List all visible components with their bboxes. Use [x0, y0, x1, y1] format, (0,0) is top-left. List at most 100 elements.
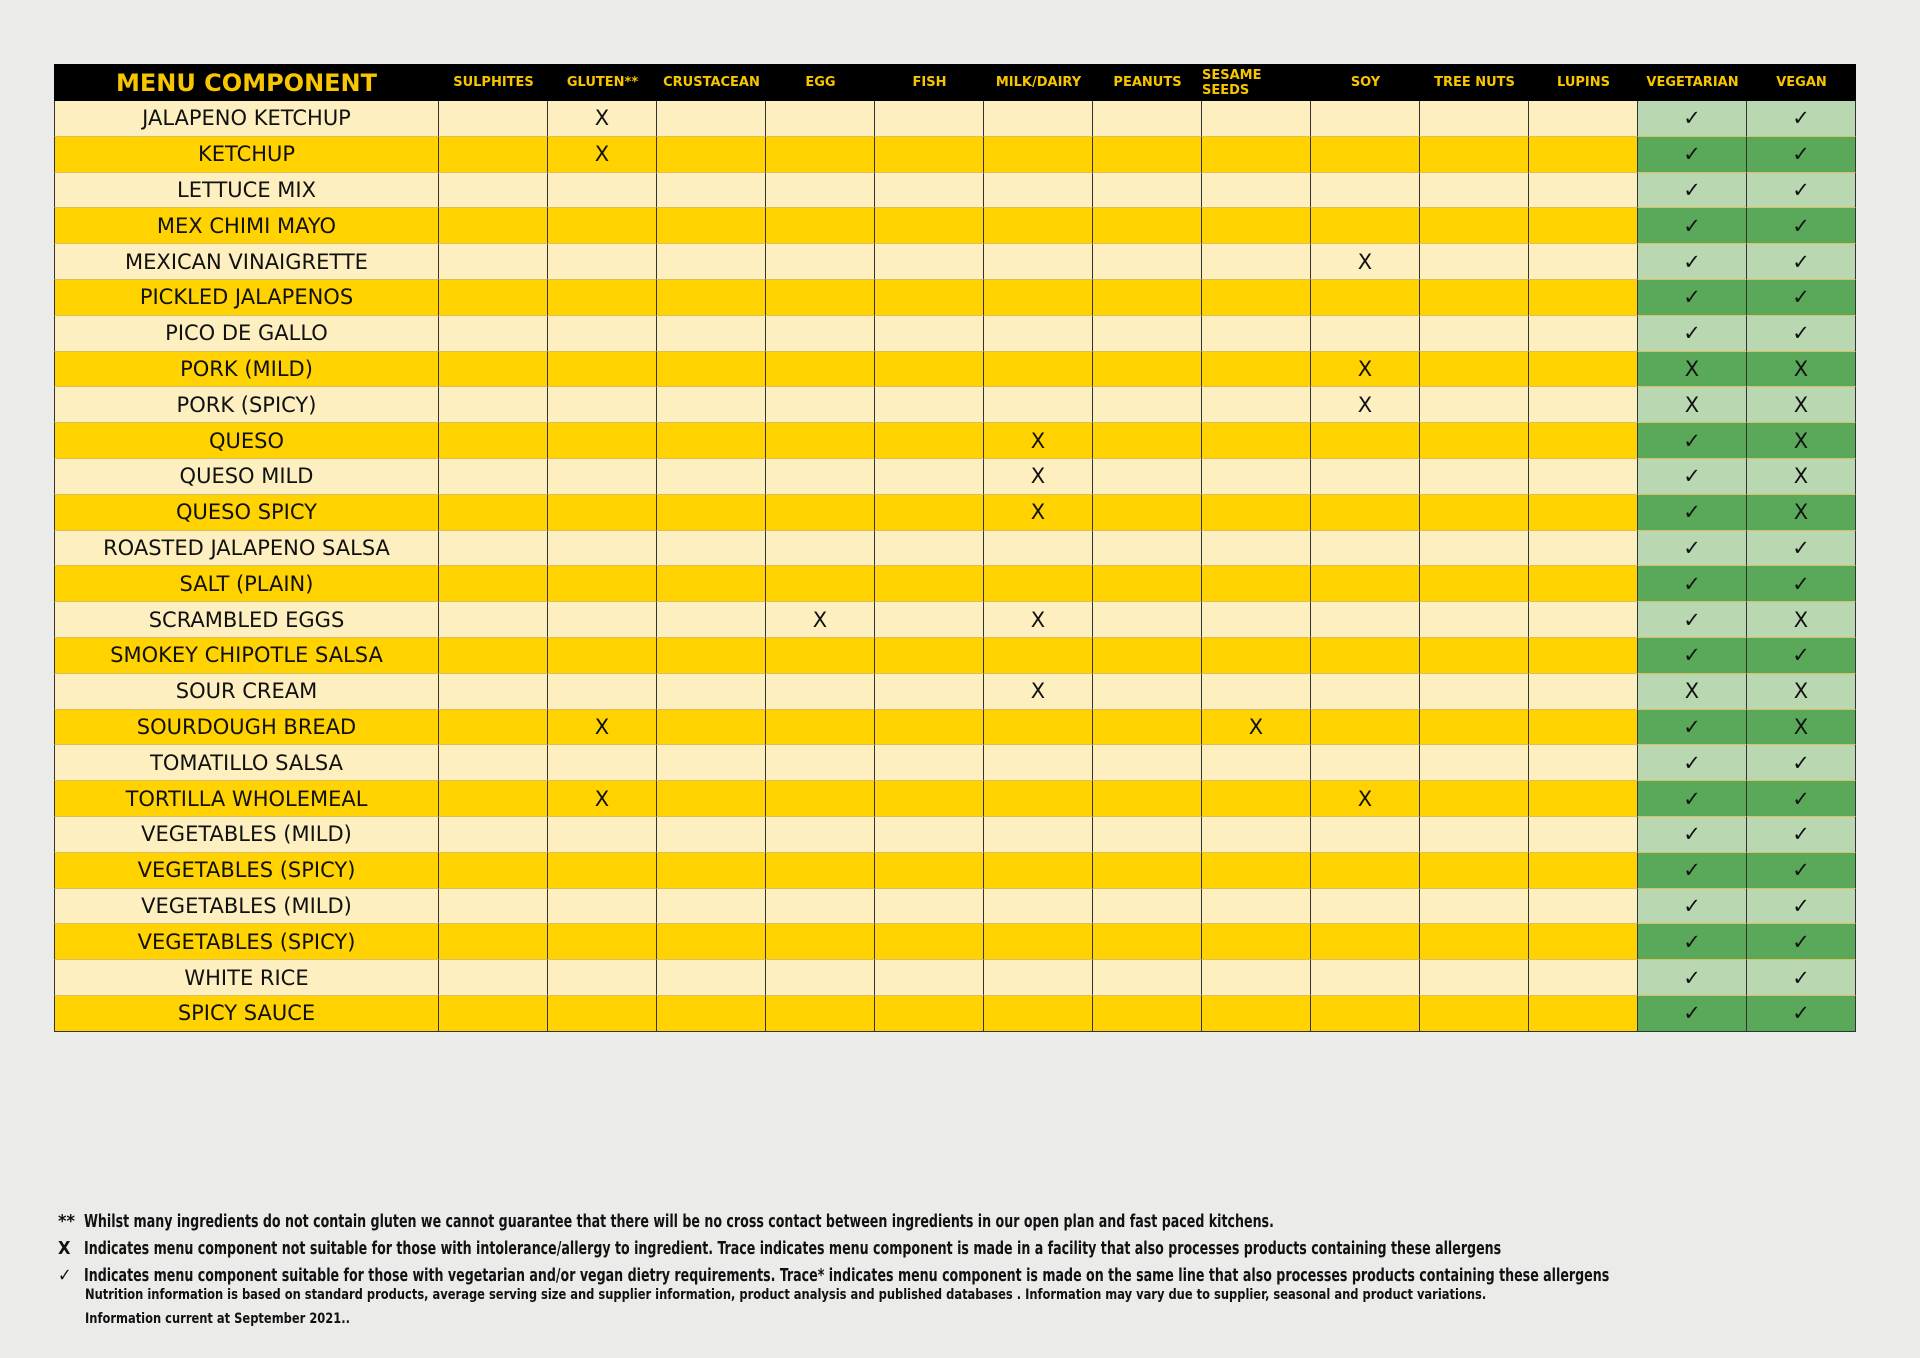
row-label: PICKLED JALAPENOS: [54, 280, 439, 316]
table-cell: [1202, 888, 1311, 925]
table-cell: [1311, 423, 1420, 459]
table-cell: [1420, 745, 1529, 782]
table-cell: [1311, 960, 1420, 996]
table-cell: [1420, 817, 1529, 853]
table-cell: [1311, 136, 1420, 173]
table-cell: [657, 101, 766, 137]
table-cell: [984, 638, 1093, 674]
table-cell: ✓: [1747, 924, 1856, 961]
table-cell: X: [1311, 244, 1420, 280]
table-cell: [1420, 852, 1529, 889]
table-cell: [657, 136, 766, 173]
table-cell: [657, 351, 766, 388]
table-cell: [875, 315, 984, 352]
table-cell: [657, 566, 766, 603]
table-cell: [1529, 745, 1638, 782]
table-cell: [657, 996, 766, 1032]
table-cell: [1529, 423, 1638, 459]
footnote-marker: X: [58, 1238, 71, 1259]
table-cell: [1093, 817, 1202, 853]
footnote: X Indicates menu component not suitable f…: [58, 1238, 1901, 1259]
table-cell: ✓: [1747, 745, 1856, 782]
table-cell: [1093, 280, 1202, 316]
table-cell: [1202, 172, 1311, 209]
row-label: QUESO SPICY: [54, 494, 439, 531]
table-cell: [1529, 315, 1638, 352]
table-cell: [439, 351, 548, 388]
table-cell: [1529, 673, 1638, 710]
table-cell: [1420, 530, 1529, 567]
table-cell: [875, 602, 984, 638]
table-cell: [875, 852, 984, 889]
table-cell: [1202, 351, 1311, 388]
table-cell: [439, 673, 548, 710]
table-cell: X: [1747, 709, 1856, 746]
row-label: SCRAMBLED EGGS: [54, 602, 439, 638]
table-cell: [1529, 817, 1638, 853]
table-cell: [548, 852, 657, 889]
table-cell: [1311, 566, 1420, 603]
table-cell: [657, 172, 766, 209]
table-cell: [1529, 136, 1638, 173]
table-cell: ✓: [1747, 566, 1856, 603]
table-cell: [875, 745, 984, 782]
table-cell: [439, 709, 548, 746]
table-cell: [439, 208, 548, 245]
table-cell: X: [1638, 351, 1747, 388]
table-cell: [1093, 172, 1202, 209]
table-cell: [984, 817, 1093, 853]
table-cell: [984, 566, 1093, 603]
table-cell: ✓: [1638, 745, 1747, 782]
table-cell: ✓: [1747, 280, 1856, 316]
row-label: TORTILLA WHOLEMEAL: [54, 781, 439, 817]
table-cell: [1202, 423, 1311, 459]
table-cell: [1529, 888, 1638, 925]
table-cell: [439, 494, 548, 531]
table-cell: [439, 530, 548, 567]
table-cell: [1420, 709, 1529, 746]
row-label: SPICY SAUCE: [54, 996, 439, 1032]
table-cell: [1202, 136, 1311, 173]
table-cell: ✓: [1638, 315, 1747, 352]
table-cell: [1093, 673, 1202, 710]
table-cell: [1311, 208, 1420, 245]
header-cell: EGG: [766, 64, 875, 101]
header-cell: VEGAN: [1747, 64, 1856, 101]
header-cell: VEGETARIAN: [1638, 64, 1747, 101]
table-cell: [657, 494, 766, 531]
table-cell: [657, 888, 766, 925]
table-cell: X: [1638, 387, 1747, 424]
table-cell: [875, 387, 984, 424]
table-cell: [548, 673, 657, 710]
table-cell: [1420, 566, 1529, 603]
table-cell: [875, 817, 984, 853]
table-cell: [1093, 459, 1202, 495]
table-cell: [548, 244, 657, 280]
table-cell: [1093, 315, 1202, 352]
row-label: LETTUCE MIX: [54, 172, 439, 209]
table-cell: X: [1202, 709, 1311, 746]
table-cell: ✓: [1638, 101, 1747, 137]
table-cell: X: [984, 494, 1093, 531]
row-label: TOMATILLO SALSA: [54, 745, 439, 782]
table-cell: X: [984, 673, 1093, 710]
table-cell: [657, 602, 766, 638]
table-cell: [1093, 852, 1202, 889]
row-label: SOUR CREAM: [54, 673, 439, 710]
table-cell: [439, 817, 548, 853]
table-cell: ✓: [1638, 459, 1747, 495]
table-cell: [1093, 530, 1202, 567]
table-cell: ✓: [1638, 494, 1747, 531]
table-cell: X: [1311, 387, 1420, 424]
table-cell: [1093, 996, 1202, 1032]
table-cell: [439, 888, 548, 925]
row-label: QUESO MILD: [54, 459, 439, 495]
header-cell: MILK/DAIRY: [984, 64, 1093, 101]
table-cell: [548, 494, 657, 531]
table-cell: [1529, 924, 1638, 961]
table-cell: [548, 638, 657, 674]
table-cell: [1420, 960, 1529, 996]
table-cell: [657, 387, 766, 424]
table-cell: [657, 459, 766, 495]
row-label: WHITE RICE: [54, 960, 439, 996]
